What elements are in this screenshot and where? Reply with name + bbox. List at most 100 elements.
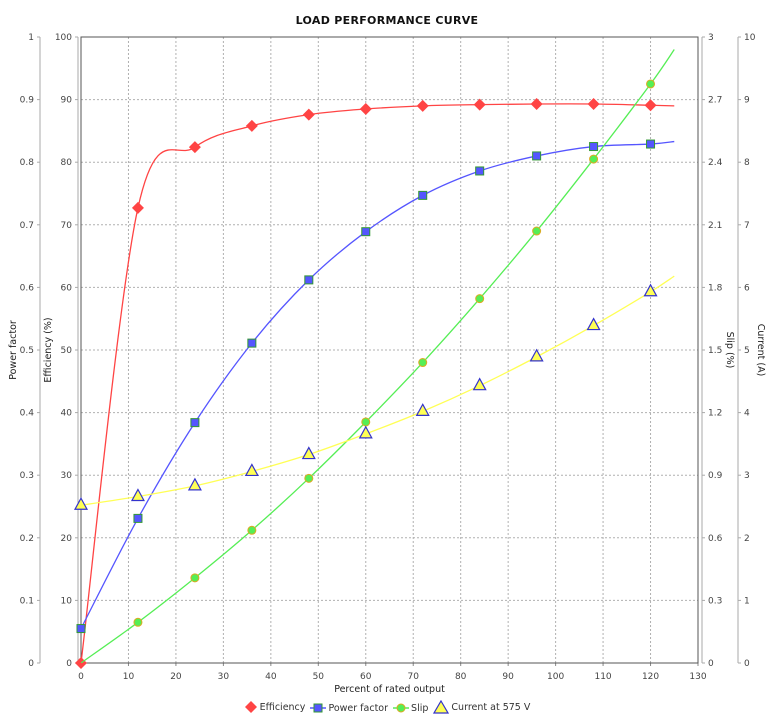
svg-text:7: 7 <box>744 221 750 231</box>
legend-item-efficiency[interactable]: Efficiency <box>244 700 305 714</box>
svg-text:0.6: 0.6 <box>708 534 723 544</box>
svg-text:20: 20 <box>61 534 73 544</box>
svg-text:30: 30 <box>61 471 73 481</box>
triangle-marker <box>643 283 658 297</box>
svg-text:8: 8 <box>744 158 750 168</box>
square-marker <box>475 166 485 176</box>
svg-text:2.7: 2.7 <box>708 96 722 106</box>
svg-text:3: 3 <box>744 471 750 481</box>
chart-canvas: 0 10 20 30 40 50 60 70 80 90 100 110 120 13000.10.20.… <box>8 33 766 695</box>
legend-label: Slip <box>411 702 429 714</box>
svg-text:0.8: 0.8 <box>20 158 35 168</box>
y-axis-label-power-factor: Power factor <box>8 320 19 380</box>
gridlines <box>81 37 698 663</box>
diamond-icon <box>244 701 257 713</box>
svg-text:2.1: 2.1 <box>708 221 722 231</box>
svg-text:0.7: 0.7 <box>20 221 34 231</box>
diamond-marker <box>644 99 657 112</box>
svg-text:2: 2 <box>744 534 750 544</box>
circle-marker <box>589 154 599 164</box>
diamond-marker <box>302 108 315 121</box>
legend-item-power-factor[interactable]: Power factor <box>310 702 388 714</box>
svg-text:9: 9 <box>744 96 750 106</box>
svg-text:0.1: 0.1 <box>20 596 34 606</box>
chart-title: LOAD PERFORMANCE CURVE <box>295 14 479 27</box>
circle-marker <box>361 417 371 427</box>
svg-text:4: 4 <box>744 409 750 419</box>
circle-marker <box>475 294 485 304</box>
triangle-marker <box>415 403 430 416</box>
svg-text:0: 0 <box>28 659 34 669</box>
diamond-marker <box>416 99 429 112</box>
svg-text:0.3: 0.3 <box>708 596 722 606</box>
diamond-marker <box>530 97 543 110</box>
svg-text:0.4: 0.4 <box>20 409 35 419</box>
svg-text:90: 90 <box>502 672 514 682</box>
svg-text:80: 80 <box>61 158 73 168</box>
square-marker <box>190 418 200 428</box>
square-marker <box>304 275 314 285</box>
svg-text:1.2: 1.2 <box>708 409 722 419</box>
square-marker <box>646 139 656 149</box>
svg-text:10: 10 <box>744 33 756 43</box>
svg-text:80: 80 <box>455 672 467 682</box>
svg-text:10: 10 <box>123 672 135 682</box>
triangle-marker <box>130 488 145 502</box>
legend-item-current[interactable]: Current at 575 V <box>433 700 530 714</box>
series-layer <box>73 49 675 669</box>
svg-text:0.9: 0.9 <box>20 96 35 106</box>
svg-text:60: 60 <box>360 672 372 682</box>
circle-marker <box>133 617 143 627</box>
svg-text:0: 0 <box>744 659 750 669</box>
triangle-icon <box>433 700 450 714</box>
svg-text:0: 0 <box>78 672 84 682</box>
triangle-marker <box>73 496 89 510</box>
diamond-marker <box>245 119 258 132</box>
square-marker <box>361 227 371 237</box>
triangle-marker <box>244 463 259 477</box>
circle-marker <box>646 79 656 89</box>
triangle-marker <box>301 446 316 460</box>
series-power-factor <box>76 139 675 634</box>
svg-text:20: 20 <box>170 672 182 682</box>
y-axis-label-current: Current (A) <box>755 324 766 377</box>
circle-marker <box>190 573 200 583</box>
svg-text:10: 10 <box>61 596 73 606</box>
svg-text:0.5: 0.5 <box>20 346 34 356</box>
triangle-marker <box>472 377 487 391</box>
diamond-marker <box>359 102 372 115</box>
svg-text:130: 130 <box>689 672 706 682</box>
svg-text:1.5: 1.5 <box>708 346 722 356</box>
square-marker <box>247 338 257 348</box>
svg-text:70: 70 <box>408 672 420 682</box>
svg-text:0.6: 0.6 <box>20 283 35 293</box>
legend-label: Current at 575 V <box>451 701 531 713</box>
svg-text:0: 0 <box>708 659 714 669</box>
square-icon <box>310 703 327 713</box>
legend-item-slip[interactable]: Slip <box>393 702 428 714</box>
svg-text:120: 120 <box>642 672 659 682</box>
circle-marker <box>418 358 428 368</box>
square-marker <box>589 142 599 152</box>
svg-text:0: 0 <box>66 659 72 669</box>
svg-text:6: 6 <box>744 283 750 293</box>
circle-icon <box>393 703 410 713</box>
svg-text:40: 40 <box>61 409 73 419</box>
svg-text:30: 30 <box>218 672 230 682</box>
diamond-marker <box>587 97 600 110</box>
series-efficiency <box>75 97 675 669</box>
y-axis-label-slip: Slip (%) <box>724 332 735 369</box>
svg-text:100: 100 <box>547 672 564 682</box>
square-marker <box>418 190 428 200</box>
svg-text:1: 1 <box>28 33 34 43</box>
svg-text:50: 50 <box>313 672 325 682</box>
x-axis-label: Percent of rated output <box>334 684 445 695</box>
diamond-marker <box>473 98 486 111</box>
triangle-marker <box>358 425 373 439</box>
svg-text:1: 1 <box>744 596 750 606</box>
svg-text:1.8: 1.8 <box>708 283 723 293</box>
diamond-marker <box>131 201 144 214</box>
svg-text:110: 110 <box>594 672 611 682</box>
circle-marker <box>247 525 257 535</box>
svg-text:0.9: 0.9 <box>708 471 723 481</box>
